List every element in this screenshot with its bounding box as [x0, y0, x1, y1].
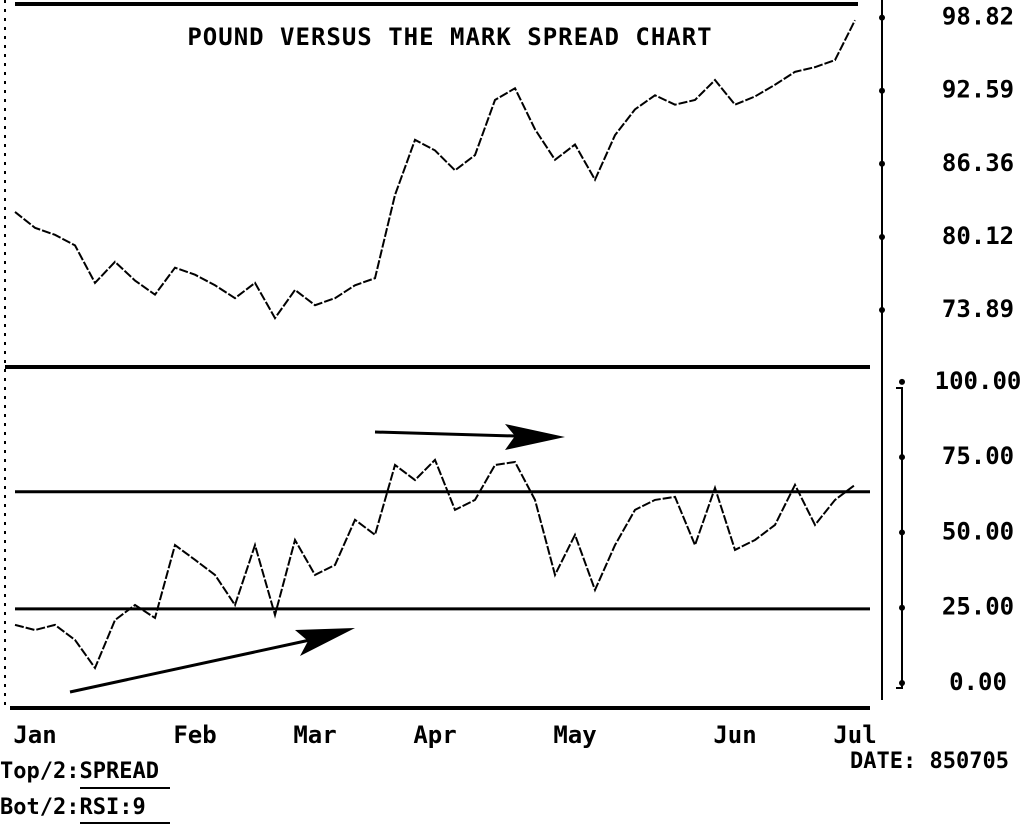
y-tick-mark [879, 307, 885, 314]
y-tick-mark [879, 87, 885, 94]
y-tick-label: 25.00 [942, 593, 1014, 621]
x-tick-label: Apr [413, 721, 456, 749]
x-tick-label: May [553, 721, 596, 749]
y-tick-mark [899, 529, 905, 536]
arrow-head [295, 628, 355, 656]
date-label: DATE: 850705 [850, 749, 1009, 774]
y-tick-mark [879, 233, 885, 240]
rsi-bracket [896, 387, 903, 689]
x-tick-label: Mar [293, 721, 336, 749]
data-line [14, 19, 856, 320]
y-tick-label: 73.89 [942, 295, 1014, 323]
footer-top: Top/2:SPREAD [0, 759, 159, 784]
y-tick-label: 98.82 [942, 3, 1014, 31]
y-tick-label: 50.00 [942, 517, 1014, 545]
x-tick-label: Jul [833, 721, 876, 749]
y-tick-label: 100.00 [935, 367, 1022, 395]
y-tick-label: 86.36 [942, 149, 1014, 177]
y-tick-label: 92.59 [942, 76, 1014, 104]
y-tick-mark [879, 160, 885, 167]
footer-bottom: Bot/2:RSI:9 [0, 795, 146, 820]
arrow-line [69, 638, 311, 694]
y-tick-mark [899, 454, 905, 461]
y-tick-mark [899, 378, 905, 385]
y-tick-label: 75.00 [942, 442, 1014, 470]
y-tick-mark [899, 680, 905, 687]
chart-title: POUND VERSUS THE MARK SPREAD CHART [187, 23, 712, 51]
y-tick-mark [899, 604, 905, 611]
x-tick-label: Jun [713, 721, 756, 749]
y-tick-label: 0.00 [949, 668, 1007, 696]
arrow-line [374, 430, 516, 438]
data-line [14, 458, 856, 671]
arrow-head [505, 424, 565, 450]
x-tick-label: Feb [173, 721, 216, 749]
x-tick-label: Jan [13, 721, 56, 749]
y-tick-mark [879, 14, 885, 21]
y-tick-label: 80.12 [942, 222, 1014, 250]
